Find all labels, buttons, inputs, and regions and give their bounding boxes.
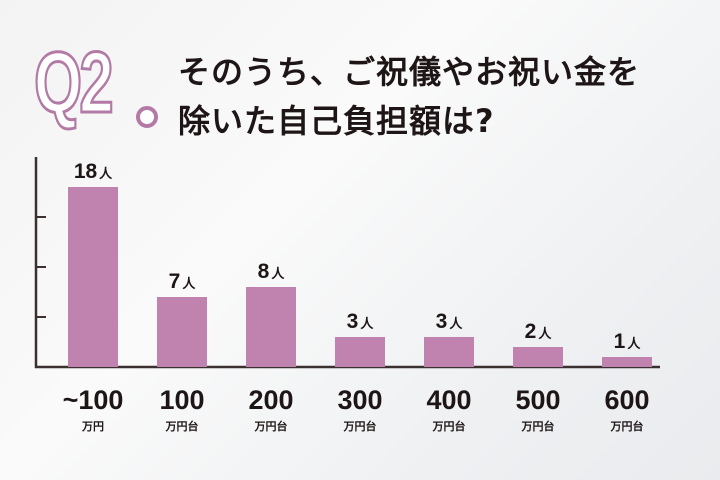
bar <box>513 347 563 367</box>
bar <box>68 187 118 367</box>
bar <box>602 357 652 367</box>
category-label: 200 <box>248 385 293 415</box>
category-unit: 万円台 <box>610 419 644 433</box>
bar <box>424 337 474 367</box>
category-unit: 万円 <box>81 420 104 433</box>
bar <box>246 287 296 367</box>
bar <box>335 337 385 367</box>
category-label: 100 <box>159 385 204 415</box>
title-line-2: 除いた自己負担額は? <box>178 102 495 140</box>
bar <box>157 297 207 367</box>
category-unit: 万円台 <box>432 419 466 433</box>
data-label: 18 人 <box>74 160 113 183</box>
category-unit: 万円台 <box>521 419 555 433</box>
category-unit: 万円台 <box>254 419 288 433</box>
category-label: 400 <box>426 385 471 415</box>
question-dot <box>136 106 158 128</box>
category-unit: 万円台 <box>165 419 199 433</box>
category-label: ~100 <box>63 385 124 415</box>
category-label: 600 <box>604 385 649 415</box>
category-unit: 万円台 <box>343 419 377 433</box>
category-label: 500 <box>515 385 560 415</box>
question-number: Q2 <box>33 35 115 131</box>
category-label: 300 <box>337 385 382 415</box>
title-line-1: そのうち、ご祝儀やお祝い金を <box>178 53 641 91</box>
